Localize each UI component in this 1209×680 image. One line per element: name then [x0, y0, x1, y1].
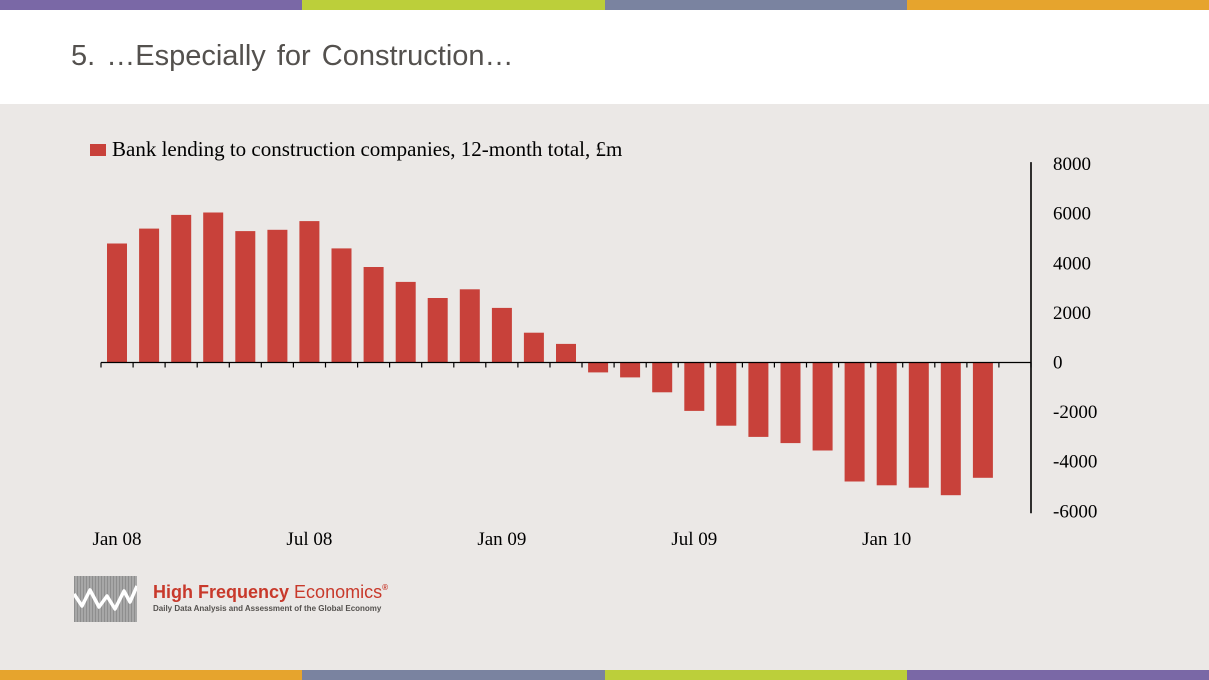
bar: [652, 362, 673, 393]
bar: [395, 281, 416, 363]
chart-panel: 8000 6000 4000 2000 0 -2000 -4000 -6000 Jan 08 Ju…: [0, 104, 1209, 670]
bar: [780, 362, 801, 444]
y-tick-label: 0: [1053, 353, 1063, 374]
stripe-segment: [0, 670, 303, 680]
bar: [844, 362, 865, 482]
y-tick-label: -6000: [1053, 501, 1097, 522]
bar: [716, 362, 737, 426]
y-tick-label: -4000: [1053, 452, 1097, 473]
y-tick-label: 2000: [1053, 303, 1091, 324]
bar: [972, 362, 993, 478]
bar: [620, 362, 641, 378]
company-logo: High Frequency Economics® Daily Data Ana…: [74, 576, 494, 624]
top-color-stripe: [0, 0, 1209, 10]
stripe-segment: [302, 0, 605, 10]
logo-name-bold: High Frequency: [153, 582, 290, 602]
stripe-segment: [0, 0, 303, 10]
bar: [203, 212, 224, 363]
legend-swatch: [90, 144, 106, 156]
x-tick-label: Jan 10: [862, 529, 911, 550]
bar: [331, 248, 352, 363]
bar: [235, 231, 256, 363]
bar: [427, 298, 448, 363]
stripe-segment: [604, 0, 907, 10]
bar: [812, 362, 833, 451]
bar: [876, 362, 897, 486]
stripe-segment: [906, 0, 1209, 10]
bar: [459, 289, 480, 363]
x-tick-label: Jan 08: [92, 529, 141, 550]
slide-title: 5. …Especially for Construction…: [71, 40, 514, 72]
bar: [556, 343, 576, 363]
stripe-segment: [604, 670, 907, 680]
logo-wave-icon: [74, 576, 137, 622]
bar: [940, 362, 961, 496]
y-tick-label: -2000: [1053, 402, 1097, 423]
bar: [523, 332, 544, 363]
bar: [684, 362, 705, 411]
y-tick-label: 4000: [1053, 253, 1091, 274]
y-tick-label: 6000: [1053, 204, 1091, 225]
bar: [107, 243, 127, 363]
bar-chart: 8000 6000 4000 2000 0 -2000 -4000 -6000 Jan 08 Ju…: [90, 137, 1097, 550]
bottom-color-stripe: [0, 670, 1209, 680]
x-tick-label: Jul 09: [671, 529, 717, 550]
bar: [748, 362, 769, 437]
bar: [299, 221, 320, 363]
bar: [139, 228, 160, 363]
bar: [267, 229, 288, 363]
x-tick-label: Jan 09: [477, 529, 526, 550]
stripe-segment: [906, 670, 1209, 680]
logo-wordmark: High Frequency Economics®: [153, 582, 388, 603]
bar: [491, 307, 512, 363]
y-tick-label: 8000: [1053, 154, 1091, 175]
bar: [908, 362, 929, 488]
stripe-segment: [302, 670, 605, 680]
x-tick-label: Jul 08: [286, 529, 332, 550]
registered-mark: ®: [382, 583, 388, 592]
bar: [363, 267, 384, 363]
logo-name-light: Economics: [294, 582, 383, 602]
bar: [171, 214, 192, 363]
bar: [588, 362, 609, 373]
logo-tagline: Daily Data Analysis and Assessment of th…: [153, 604, 382, 613]
legend-label: Bank lending to construction companies, …: [112, 137, 622, 161]
